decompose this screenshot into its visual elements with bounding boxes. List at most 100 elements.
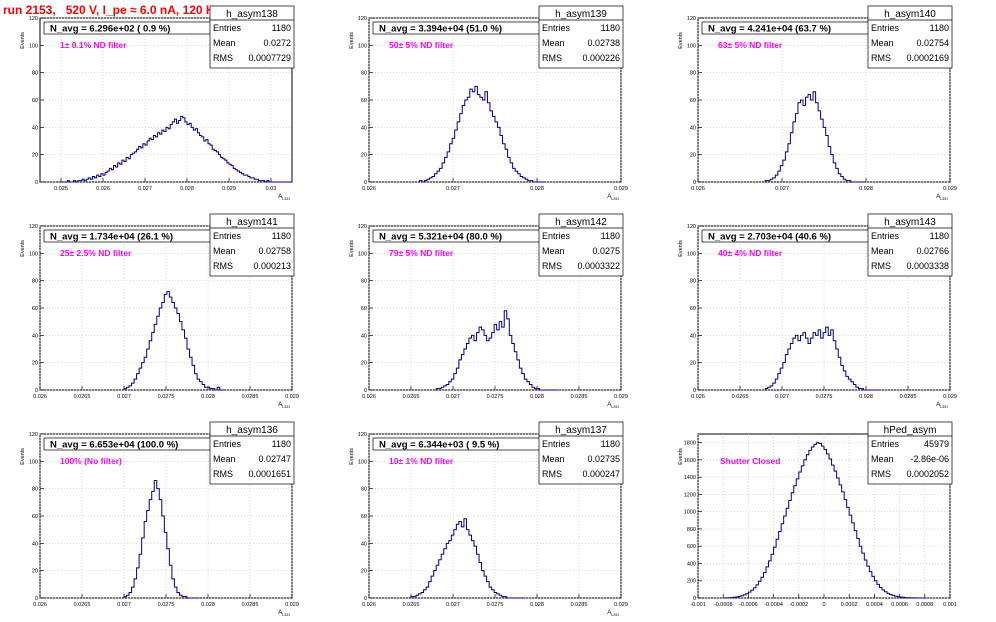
histogram-name: h_asym141 (226, 217, 278, 228)
y-tick-label: 120 (358, 432, 367, 438)
x-tick-label: 0.028 (859, 186, 873, 192)
stats-label-entries: Entries (542, 23, 571, 33)
x-tick-label: 0.0265 (74, 602, 91, 608)
stats-label-rms: RMS (542, 261, 562, 271)
stats-box (867, 421, 953, 485)
stats-value-rms: 0.000247 (582, 469, 620, 479)
histogram-panel-h_asym139: 0.026 0.027 0.028 0.029 0 20 40 60 80 100 120 Event… (349, 5, 628, 201)
stats-label-rms: RMS (542, 469, 562, 479)
histogram-panel-h_asym137: 0.026 0.0265 0.027 0.0275 0.028 0.0285 0.029 0 2… (349, 421, 628, 617)
x-tick-label: 0.0275 (158, 394, 175, 400)
y-tick-label: 40 (32, 541, 38, 547)
y-tick-label: 100 (358, 251, 367, 257)
stats-value-entries: 1180 (601, 439, 620, 449)
y-tick-label: 20 (690, 153, 696, 159)
x-tick-label: 0.0285 (900, 394, 917, 400)
filter-annotation: 1± 0.1% ND filter (60, 40, 127, 50)
stats-value-rms: 0.0007729 (248, 53, 291, 63)
x-tick-label: 0.0265 (403, 394, 420, 400)
x-tick-label: 0.0275 (816, 394, 833, 400)
x-tick-label: 0.0285 (571, 602, 588, 608)
y-tick-label: 20 (32, 569, 38, 575)
x-tick-label: 0.028 (530, 602, 544, 608)
y-tick-label: 100 (29, 43, 38, 49)
y-tick-label: 0 (693, 180, 696, 186)
x-tick-label: 0.0265 (74, 394, 91, 400)
x-axis-label: ALED (936, 402, 948, 409)
filter-annotation: 40± 4% ND filter (718, 248, 783, 258)
stats-box (209, 421, 295, 485)
y-tick-label: 0 (364, 180, 367, 186)
stats-value-entries: 1180 (272, 439, 291, 449)
histogram-line (418, 85, 546, 183)
x-tick-label: 0.026 (33, 602, 47, 608)
x-tick-label: 0.0275 (487, 394, 504, 400)
y-axis-label: Events (678, 32, 684, 49)
y-tick-label: 120 (29, 16, 38, 22)
x-tick-label: 0.0006 (891, 602, 908, 608)
x-axis-label: ALED (278, 402, 290, 409)
x-tick-label: 0.027 (446, 186, 460, 192)
histogram-line (764, 91, 866, 183)
y-tick-label: 400 (687, 561, 696, 567)
y-tick-label: 80 (32, 487, 38, 493)
stats-value-rms: 0.0003322 (577, 261, 620, 271)
stats-label-rms: RMS (542, 53, 562, 63)
y-tick-label: 20 (32, 361, 38, 367)
y-tick-label: 80 (361, 71, 367, 77)
histogram-name: h_asym138 (226, 9, 278, 20)
x-tick-label: 0.029 (614, 186, 628, 192)
x-tick-label: 0.029 (222, 186, 236, 192)
y-tick-label: 100 (29, 251, 38, 257)
histogram-name: h_asym139 (555, 9, 607, 20)
y-tick-label: 0 (693, 596, 696, 602)
y-tick-label: 60 (361, 514, 367, 520)
x-tick-label: -0.001 (690, 602, 706, 608)
histogram-name: h_asym136 (226, 425, 278, 436)
y-tick-label: 80 (32, 279, 38, 285)
stats-label-entries: Entries (871, 23, 900, 33)
y-axis-label: Events (349, 32, 355, 49)
panel-title: N_avg = 2.703e+04 (40.6 %) (708, 232, 831, 243)
panel-title: N_avg = 4.241e+04 (63.7 %) (708, 24, 831, 35)
y-tick-label: 20 (690, 361, 696, 367)
x-tick-label: 0.026 (96, 186, 110, 192)
y-axis-label: Events (349, 240, 355, 257)
x-tick-label: 0.026 (33, 394, 47, 400)
stats-label-rms: RMS (871, 261, 891, 271)
x-tick-label: 0.026 (691, 394, 705, 400)
filter-annotation: 79± 5% ND filter (389, 248, 454, 258)
y-tick-label: 1800 (684, 441, 696, 447)
y-tick-label: 0 (35, 388, 38, 394)
y-tick-label: 100 (29, 459, 38, 465)
histogram-name: h_asym140 (884, 9, 936, 20)
stats-label-entries: Entries (871, 231, 900, 241)
y-axis-label: Events (349, 448, 355, 465)
x-axis-label: ALED (278, 610, 290, 617)
panel-title: N_avg = 3.394e+04 (51.0 %) (379, 24, 502, 35)
y-tick-label: 1600 (684, 458, 696, 464)
histogram-name: h_asym142 (555, 217, 607, 228)
x-tick-label: 0.029 (285, 602, 299, 608)
stats-label-mean: Mean (213, 454, 236, 464)
x-tick-label: 0.0285 (242, 602, 259, 608)
histogram-name: hPed_asym (884, 425, 937, 436)
stats-value-mean: -2.86e-06 (910, 454, 949, 464)
stats-label-mean: Mean (542, 38, 565, 48)
x-axis-label: ALED (607, 402, 619, 409)
y-axis-label: Events (678, 240, 684, 257)
stats-label-mean: Mean (871, 454, 894, 464)
y-tick-label: 40 (32, 333, 38, 339)
y-tick-label: 0 (35, 180, 38, 186)
x-tick-label: 0.028 (180, 186, 194, 192)
x-tick-label: 0.027 (446, 602, 460, 608)
x-tick-label: 0 (822, 602, 825, 608)
filter-annotation: 63± 5% ND filter (718, 40, 783, 50)
stats-label-mean: Mean (542, 246, 565, 256)
stats-label-rms: RMS (871, 53, 891, 63)
x-tick-label: 0.028 (530, 394, 544, 400)
y-tick-label: 20 (361, 361, 367, 367)
y-tick-label: 0 (693, 388, 696, 394)
y-tick-label: 80 (690, 71, 696, 77)
histogram-line (410, 518, 525, 599)
